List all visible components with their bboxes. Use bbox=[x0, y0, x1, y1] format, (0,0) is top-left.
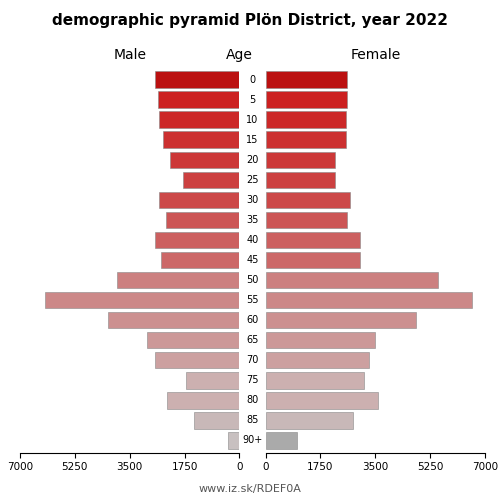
Text: 10: 10 bbox=[246, 114, 258, 124]
Text: 90+: 90+ bbox=[242, 436, 262, 446]
Bar bbox=[266, 72, 347, 88]
Text: 30: 30 bbox=[246, 195, 258, 205]
Text: 0: 0 bbox=[250, 74, 256, 85]
Text: 40: 40 bbox=[246, 235, 258, 245]
Bar bbox=[183, 172, 240, 188]
Bar bbox=[45, 292, 240, 308]
Bar bbox=[266, 212, 347, 228]
Bar bbox=[266, 272, 438, 288]
Bar bbox=[168, 392, 240, 408]
Text: 50: 50 bbox=[246, 275, 258, 285]
Bar bbox=[266, 432, 297, 448]
Bar bbox=[266, 292, 472, 308]
Text: 85: 85 bbox=[246, 416, 258, 426]
Bar bbox=[228, 432, 239, 448]
Bar bbox=[166, 212, 240, 228]
Text: demographic pyramid Plön District, year 2022: demographic pyramid Plön District, year … bbox=[52, 12, 448, 28]
Bar bbox=[266, 252, 360, 268]
Bar bbox=[266, 372, 364, 388]
Text: 55: 55 bbox=[246, 295, 259, 305]
Bar bbox=[266, 112, 345, 128]
Bar bbox=[266, 132, 345, 148]
Bar bbox=[194, 412, 240, 428]
Text: 20: 20 bbox=[246, 154, 258, 164]
Text: 80: 80 bbox=[246, 396, 258, 406]
Text: Age: Age bbox=[226, 48, 253, 62]
Bar bbox=[266, 412, 354, 428]
Bar bbox=[266, 352, 369, 368]
Bar bbox=[266, 232, 360, 248]
Bar bbox=[266, 312, 416, 328]
Text: 15: 15 bbox=[246, 134, 258, 144]
Bar bbox=[154, 352, 240, 368]
Bar bbox=[160, 192, 240, 208]
Bar bbox=[266, 392, 378, 408]
Bar bbox=[160, 112, 240, 128]
Text: 45: 45 bbox=[246, 255, 258, 265]
Bar bbox=[170, 152, 239, 168]
Text: 60: 60 bbox=[246, 315, 258, 325]
Bar bbox=[266, 92, 347, 108]
Text: Female: Female bbox=[350, 48, 401, 62]
Bar bbox=[154, 72, 240, 88]
Bar bbox=[266, 152, 334, 168]
Bar bbox=[117, 272, 240, 288]
Text: 5: 5 bbox=[250, 94, 256, 104]
Bar bbox=[147, 332, 240, 348]
Bar bbox=[186, 372, 240, 388]
Text: 65: 65 bbox=[246, 335, 258, 345]
Bar bbox=[266, 332, 376, 348]
Bar bbox=[161, 252, 240, 268]
Bar bbox=[158, 92, 240, 108]
Text: 25: 25 bbox=[246, 175, 259, 185]
Bar bbox=[162, 132, 240, 148]
Bar bbox=[266, 172, 334, 188]
Bar bbox=[108, 312, 240, 328]
Text: 35: 35 bbox=[246, 215, 258, 225]
Text: 75: 75 bbox=[246, 376, 259, 386]
Text: www.iz.sk/RDEF0A: www.iz.sk/RDEF0A bbox=[198, 484, 302, 494]
Text: 70: 70 bbox=[246, 356, 258, 366]
Bar bbox=[266, 192, 350, 208]
Text: Male: Male bbox=[113, 48, 146, 62]
Bar bbox=[154, 232, 240, 248]
